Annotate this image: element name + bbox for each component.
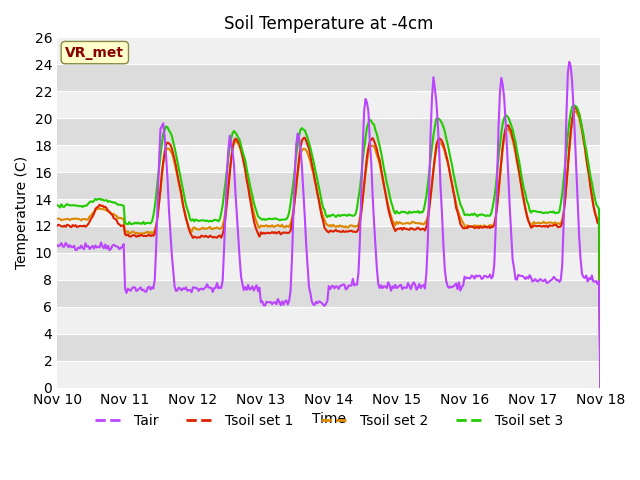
Legend: Tair, Tsoil set 1, Tsoil set 2, Tsoil set 3: Tair, Tsoil set 1, Tsoil set 2, Tsoil se… (89, 408, 568, 433)
Bar (57, 91, 600, 118)
Bar (57, 118, 600, 145)
Bar (57, 199, 600, 226)
Bar (57, 334, 600, 361)
X-axis label: Time: Time (312, 412, 346, 426)
Bar (57, 361, 600, 388)
Bar (57, 226, 600, 253)
Bar (57, 145, 600, 172)
Bar (57, 307, 600, 334)
Bar (57, 37, 600, 64)
Title: Soil Temperature at -4cm: Soil Temperature at -4cm (224, 15, 433, 33)
Bar (57, 253, 600, 280)
Bar (57, 64, 600, 91)
Bar (57, 280, 600, 307)
Bar (57, 172, 600, 199)
Y-axis label: Temperature (C): Temperature (C) (15, 156, 29, 269)
Text: VR_met: VR_met (65, 46, 124, 60)
